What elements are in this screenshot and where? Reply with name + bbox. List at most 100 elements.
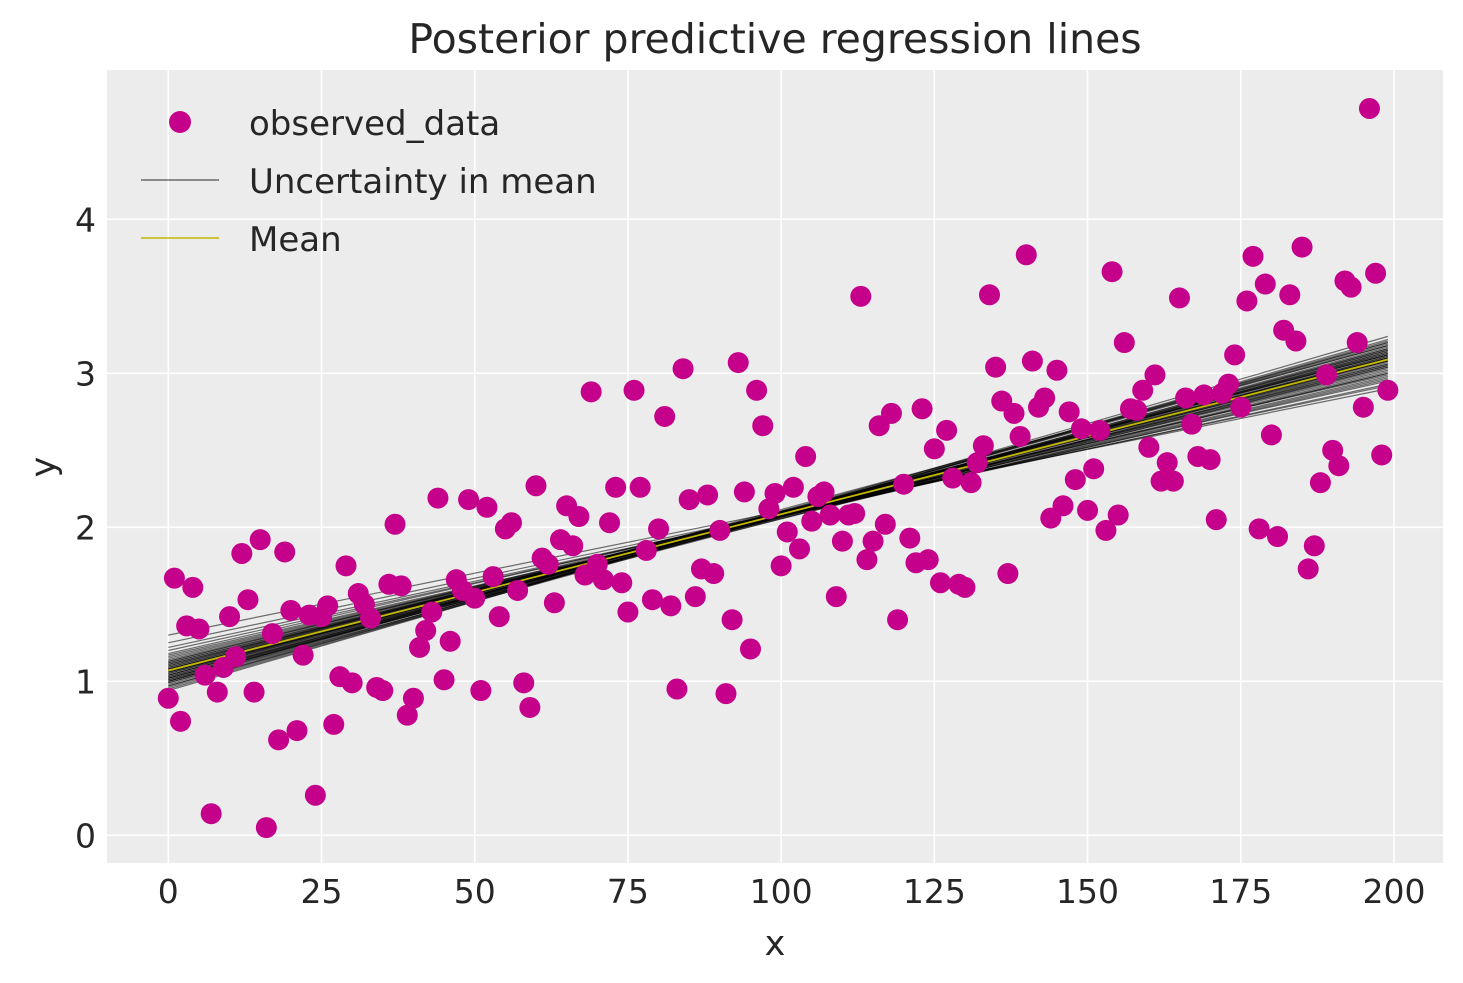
data-point <box>243 681 265 703</box>
data-point <box>819 504 841 526</box>
data-point <box>887 609 909 631</box>
x-tick-label: 175 <box>1209 872 1272 911</box>
data-point <box>1064 469 1086 491</box>
data-point <box>929 572 951 594</box>
data-point <box>1365 262 1387 284</box>
data-point <box>1132 379 1154 401</box>
data-point <box>660 595 682 617</box>
data-point <box>537 553 559 575</box>
data-point <box>1107 504 1129 526</box>
y-tick-label: 2 <box>75 508 96 547</box>
data-point <box>648 518 670 540</box>
data-point <box>1144 364 1166 386</box>
x-tick-label: 150 <box>1056 872 1119 911</box>
data-point <box>617 601 639 623</box>
data-point <box>1193 384 1215 406</box>
legend-label-observed: observed_data <box>249 104 500 144</box>
data-point <box>850 285 872 307</box>
data-point <box>739 638 761 660</box>
data-point <box>335 555 357 577</box>
data-point <box>1162 470 1184 492</box>
data-point <box>1046 359 1068 381</box>
data-point <box>182 576 204 598</box>
x-tick-label: 25 <box>300 872 342 911</box>
data-point <box>893 473 915 495</box>
data-point <box>672 358 694 380</box>
data-point <box>1095 519 1117 541</box>
data-point <box>623 379 645 401</box>
data-point <box>1113 332 1135 354</box>
data-point <box>605 476 627 498</box>
y-axis-title: y <box>24 457 64 478</box>
data-point <box>635 539 657 561</box>
x-axis-ticks: 0 25 50 75 100 125 150 175 200 <box>158 872 1426 911</box>
observed-points <box>157 97 1399 839</box>
data-point <box>543 592 565 614</box>
data-point <box>206 681 228 703</box>
data-point <box>341 672 363 694</box>
data-point <box>1138 436 1160 458</box>
data-point <box>562 535 584 557</box>
x-tick-label: 100 <box>750 872 813 911</box>
y-tick-label: 1 <box>75 662 96 701</box>
data-point <box>1260 424 1282 446</box>
data-point <box>1083 458 1105 480</box>
data-point <box>654 405 676 427</box>
data-point <box>1309 472 1331 494</box>
data-point <box>513 672 535 694</box>
data-point <box>874 513 896 535</box>
data-point <box>433 669 455 691</box>
data-point <box>727 352 749 374</box>
data-point <box>770 555 792 577</box>
data-point <box>1205 509 1227 531</box>
data-point <box>476 496 498 518</box>
data-point <box>1175 387 1197 409</box>
data-point <box>568 506 590 528</box>
legend: observed_data Uncertainty in mean Mean <box>141 104 597 260</box>
y-axis-ticks: 0 1 2 3 4 <box>75 200 96 855</box>
data-point <box>641 589 663 611</box>
data-point <box>966 452 988 474</box>
data-point <box>697 484 719 506</box>
data-point <box>372 680 394 702</box>
data-point <box>972 435 994 457</box>
data-point <box>525 475 547 497</box>
data-point <box>1346 332 1368 354</box>
data-point <box>733 481 755 503</box>
data-point <box>1248 518 1270 540</box>
legend-label-uncertainty: Uncertainty in mean <box>249 162 597 202</box>
data-point <box>629 476 651 498</box>
data-point <box>954 576 976 598</box>
data-point <box>268 729 290 751</box>
data-point <box>1352 396 1374 418</box>
data-point <box>997 563 1019 585</box>
data-point <box>923 438 945 460</box>
data-point <box>1199 449 1221 471</box>
data-point <box>1015 244 1037 266</box>
data-point <box>978 284 1000 306</box>
data-point <box>825 586 847 608</box>
data-point <box>170 710 192 732</box>
data-point <box>764 482 786 504</box>
data-point <box>684 586 706 608</box>
data-point <box>427 487 449 509</box>
data-point <box>507 579 529 601</box>
data-point <box>746 379 768 401</box>
data-point <box>157 687 179 709</box>
data-point <box>194 664 216 686</box>
data-point <box>396 704 418 726</box>
data-point <box>960 472 982 494</box>
x-tick-label: 200 <box>1362 872 1425 911</box>
data-point <box>580 381 602 403</box>
data-point <box>899 527 921 549</box>
data-point <box>225 646 247 668</box>
data-point <box>280 599 302 621</box>
data-point <box>789 538 811 560</box>
y-tick-label: 0 <box>75 816 96 855</box>
data-point <box>856 549 878 571</box>
data-point <box>678 489 700 511</box>
data-point <box>458 489 480 511</box>
x-tick-label: 75 <box>607 872 649 911</box>
data-point <box>1168 287 1190 309</box>
